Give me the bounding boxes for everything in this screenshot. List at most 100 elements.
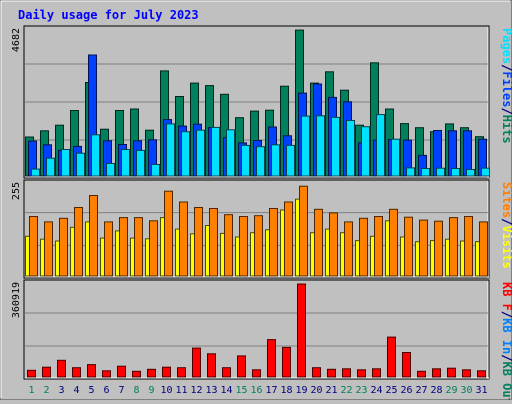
day-label: 14 xyxy=(220,385,232,396)
sites-bar-day-12 xyxy=(194,207,203,277)
pages-bar-day-28 xyxy=(436,167,445,177)
pages-bar-day-19 xyxy=(301,115,310,177)
kb-f-bar-day-6 xyxy=(102,370,111,378)
kb-f-bar-day-12 xyxy=(192,347,201,378)
kb-f-bar-day-3 xyxy=(57,359,66,378)
day-label: 17 xyxy=(265,385,277,396)
pages-bar-day-30 xyxy=(466,169,475,177)
legend-label: KB Out xyxy=(500,362,512,401)
kb-f-bar-day-7 xyxy=(117,365,126,378)
sites-bar-day-25 xyxy=(389,208,398,277)
pages-bar-day-11 xyxy=(181,131,190,177)
chart-title: Daily usage for July 2023 xyxy=(18,8,199,22)
legend-separator: / xyxy=(500,218,512,225)
sites-bar-day-23 xyxy=(359,217,368,277)
sites-bar-day-15 xyxy=(239,216,248,277)
visits-sites-panel: 255 Sites/Visits xyxy=(11,179,512,279)
day-label: 4 xyxy=(73,385,79,396)
day-axis-labels: 1 2 3 4 5 6 7 8 9 10 11 12 13 14 15 16 17 18 19 20 21 22 23 24 2… xyxy=(28,385,487,396)
kb-f-bar-day-21 xyxy=(327,368,336,378)
kb-f-bar-day-26 xyxy=(402,352,411,378)
day-label: 27 xyxy=(415,385,427,396)
pages-bar-day-18 xyxy=(286,144,295,177)
pages-bar-day-22 xyxy=(346,120,355,177)
sites-bar-day-17 xyxy=(269,208,278,277)
pages-bar-day-20 xyxy=(316,115,325,177)
day-label: 31 xyxy=(475,385,487,396)
y-max-label: 4682 xyxy=(11,28,22,52)
day-label: 11 xyxy=(175,385,187,396)
pages-bar-day-16 xyxy=(256,146,265,177)
pages-bar-day-27 xyxy=(421,168,430,177)
sites-bar-day-29 xyxy=(449,217,458,277)
pages-bar-day-10 xyxy=(166,123,175,177)
day-label: 24 xyxy=(370,385,382,396)
legend-label: / xyxy=(500,311,512,318)
legend-label: Sites xyxy=(500,182,512,218)
legend-label: KB In xyxy=(500,318,512,354)
day-label: 30 xyxy=(460,385,472,396)
day-label: 19 xyxy=(295,385,307,396)
pages-bar-day-13 xyxy=(211,126,220,177)
kb-f-bar-day-14 xyxy=(222,367,231,378)
sites-bar-day-7 xyxy=(119,217,128,277)
pages-bar-day-24 xyxy=(376,114,385,177)
day-label: 5 xyxy=(88,385,94,396)
day-label: 22 xyxy=(340,385,352,396)
sites-bar-day-18 xyxy=(284,201,293,277)
pages-bar-day-7 xyxy=(121,149,130,177)
sites-bar-day-11 xyxy=(179,201,188,277)
kb-f-bar-day-27 xyxy=(417,370,426,378)
sites-bar-day-8 xyxy=(134,217,143,277)
kb-f-bar-day-25 xyxy=(387,336,396,378)
pages-bar-day-31 xyxy=(481,167,490,177)
pages-bar-day-1 xyxy=(31,168,40,177)
legend-label: Pages xyxy=(500,28,512,64)
pages-bar-day-6 xyxy=(106,163,115,177)
kb-f-bar-day-8 xyxy=(132,370,141,378)
y-max-label: 360919 xyxy=(11,282,22,318)
day-label: 1 xyxy=(28,385,34,396)
kb-f-bar-day-19 xyxy=(297,283,306,378)
sites-bar-day-31 xyxy=(479,221,488,277)
kb-f-bar-day-2 xyxy=(42,366,51,378)
sites-bar-day-10 xyxy=(164,190,173,277)
kb-f-bar-day-23 xyxy=(357,369,366,378)
day-label: 16 xyxy=(250,385,262,396)
sites-bar-day-3 xyxy=(59,217,68,277)
sites-bar-day-21 xyxy=(329,212,338,277)
day-label: 10 xyxy=(160,385,172,396)
sites-bar-day-27 xyxy=(419,219,428,277)
kb-f-bar-day-1 xyxy=(27,369,36,378)
pages-bar-day-23 xyxy=(361,126,370,177)
panel-frame xyxy=(23,279,490,380)
sites-bar-day-16 xyxy=(254,215,263,277)
pages-bar-day-3 xyxy=(61,149,70,177)
sites-bar-day-22 xyxy=(344,221,353,277)
sites-bar-day-6 xyxy=(104,221,113,277)
legend-label: Hits xyxy=(500,115,512,144)
day-label: 6 xyxy=(103,385,109,396)
kb-f-bar-day-11 xyxy=(177,367,186,378)
pages-bar-day-4 xyxy=(76,152,85,177)
day-label: 18 xyxy=(280,385,292,396)
day-label: 12 xyxy=(190,385,202,396)
day-label: 9 xyxy=(148,385,154,396)
pages-bar-day-2 xyxy=(46,157,55,177)
sites-bar-day-5 xyxy=(89,195,98,277)
kb-f-bar-day-13 xyxy=(207,353,216,378)
kb-f-bar-day-24 xyxy=(372,368,381,378)
pages-bar-day-29 xyxy=(451,168,460,177)
day-label: 13 xyxy=(205,385,217,396)
pages-bar-day-26 xyxy=(406,167,415,177)
kb-f-bar-day-10 xyxy=(162,366,171,378)
kb-f-bar-day-29 xyxy=(447,367,456,378)
day-label: 20 xyxy=(310,385,322,396)
kb-f-bar-day-31 xyxy=(477,370,486,378)
day-label: 28 xyxy=(430,385,442,396)
pages-bar-day-17 xyxy=(271,144,280,177)
legend-label: Visits xyxy=(500,225,512,268)
sites-bar-day-14 xyxy=(224,214,233,277)
